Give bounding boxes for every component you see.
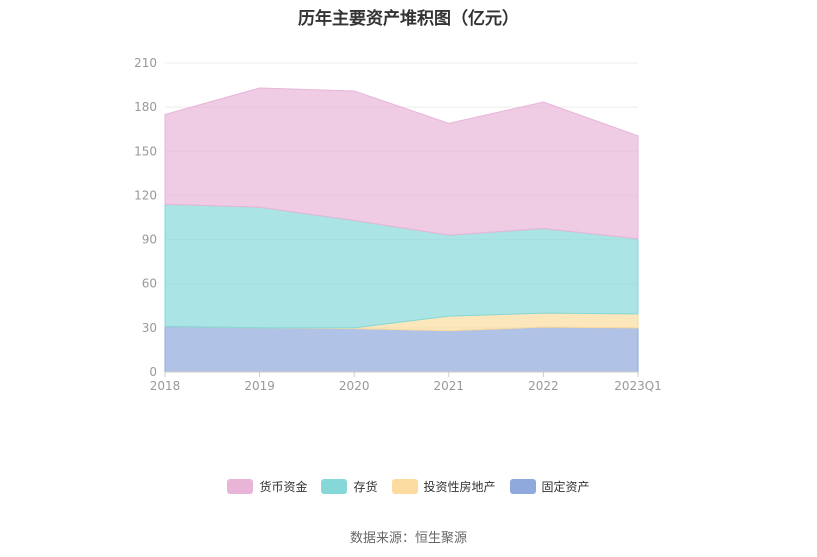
- y-tick-label: 150: [134, 144, 157, 158]
- x-tick-label: 2019: [244, 379, 275, 393]
- y-tick-label: 120: [134, 188, 157, 202]
- legend-item[interactable]: 存货: [321, 478, 378, 495]
- y-tick-label: 60: [142, 277, 157, 291]
- legend: 货币资金 存货 投资性房地产 固定资产: [0, 478, 817, 495]
- y-tick-label: 30: [142, 321, 157, 335]
- y-tick-label: 90: [142, 233, 157, 247]
- area-series: [164, 87, 639, 373]
- legend-swatch: [391, 479, 418, 494]
- area-固定资产[interactable]: [164, 325, 639, 373]
- area-货币资金[interactable]: [164, 87, 639, 240]
- x-tick-label: 2020: [339, 379, 370, 393]
- legend-swatch: [321, 479, 348, 494]
- data-source: 数据来源：恒生聚源: [349, 531, 467, 546]
- legend-swatch: [509, 479, 536, 494]
- x-tick-label: 2021: [434, 379, 465, 393]
- x-tick-label: 2023Q1: [614, 379, 662, 393]
- x-tick-label: 2018: [150, 379, 181, 393]
- y-axis: 0 30 60 90 120 150 180 210: [134, 56, 157, 379]
- legend-item[interactable]: 货币资金: [227, 478, 307, 495]
- legend-label: 存货: [353, 480, 378, 494]
- x-tick-label: 2022: [528, 379, 559, 393]
- legend-item[interactable]: 固定资产: [509, 478, 590, 495]
- legend-swatch: [227, 479, 254, 494]
- y-tick-label: 0: [149, 365, 157, 379]
- legend-label: 固定资产: [541, 480, 590, 494]
- y-tick-label: 210: [134, 56, 157, 70]
- x-axis: 2018 2019 2020 2021 2022 2023Q1: [150, 371, 662, 393]
- legend-label: 投资性房地产: [423, 480, 496, 494]
- legend-label: 货币资金: [259, 480, 308, 494]
- legend-item[interactable]: 投资性房地产: [391, 478, 496, 495]
- y-tick-label: 180: [134, 100, 157, 114]
- chart-title: 历年主要资产堆积图（亿元）: [298, 9, 519, 29]
